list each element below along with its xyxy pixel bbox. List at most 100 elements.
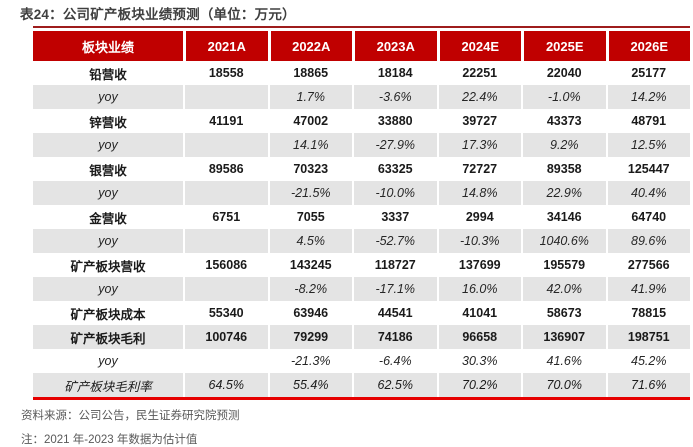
row-label: yoy xyxy=(33,85,183,109)
table-row: yoy 4.5% -52.7% -10.3% 1040.6% 89.6% xyxy=(33,229,690,253)
cell-value: 70.2% xyxy=(438,373,521,397)
cell-value: 195579 xyxy=(523,253,606,277)
cell-value: 136907 xyxy=(523,325,606,349)
table-row: 矿产板块成本 55340 63946 44541 41041 58673 78815 xyxy=(33,301,690,325)
cell-value: 34146 xyxy=(523,205,606,229)
cell-value: 58673 xyxy=(523,301,606,325)
cell-value: 18558 xyxy=(185,61,268,85)
cell-value: 44541 xyxy=(354,301,437,325)
cell-value: 1.7% xyxy=(269,85,352,109)
header-year-2021A: 2021A xyxy=(186,31,268,61)
cell-value: 7055 xyxy=(269,205,352,229)
cell-value: -21.5% xyxy=(269,181,352,205)
cell-value: 41041 xyxy=(438,301,521,325)
cell-value: 78815 xyxy=(607,301,690,325)
table-row: 银营收 89586 70323 63325 72727 89358 125447 xyxy=(33,157,690,181)
cell-value: 14.2% xyxy=(607,85,690,109)
cell-value: -27.9% xyxy=(354,133,437,157)
table-header-row: 板块业绩 2021A 2022A 2023A 2024E 2025E 2026E xyxy=(33,31,690,61)
cell-value: 6751 xyxy=(185,205,268,229)
cell-value: 96658 xyxy=(438,325,521,349)
cell-value: 40.4% xyxy=(607,181,690,205)
table-row: 矿产板块毛利率 64.5% 55.4% 62.5% 70.2% 70.0% 71.6% xyxy=(33,373,690,397)
cell-value: 2994 xyxy=(438,205,521,229)
cell-value: 9.2% xyxy=(523,133,606,157)
cell-value: 89586 xyxy=(185,157,268,181)
header-year-2022A: 2022A xyxy=(270,31,352,61)
row-label: yoy xyxy=(33,349,183,373)
cell-value: 62.5% xyxy=(354,373,437,397)
cell-value: 63325 xyxy=(354,157,437,181)
cell-value: 41191 xyxy=(185,109,268,133)
page-title: 表24：公司矿产板块业绩预测（单位：万元） xyxy=(20,7,296,22)
forecast-table: 板块业绩 2021A 2022A 2023A 2024E 2025E 2026E 铅营收 18… xyxy=(33,26,690,400)
cell-value: 277566 xyxy=(607,253,690,277)
header-year-2024E: 2024E xyxy=(439,31,521,61)
cell-value: 156086 xyxy=(185,253,268,277)
footnote: 注：2021 年-2023 年数据为估计值 xyxy=(21,434,198,446)
cell-value: 118727 xyxy=(354,253,437,277)
cell-value: 14.1% xyxy=(269,133,352,157)
cell-value: 45.2% xyxy=(607,349,690,373)
cell-value: 18184 xyxy=(354,61,437,85)
table-row: 锌营收 41191 47002 33880 39727 43373 48791 xyxy=(33,109,690,133)
cell-value: 79299 xyxy=(269,325,352,349)
cell-value: 43373 xyxy=(523,109,606,133)
cell-value: 14.8% xyxy=(438,181,521,205)
cell-value: 22040 xyxy=(523,61,606,85)
cell-value: 143245 xyxy=(269,253,352,277)
cell-value: 42.0% xyxy=(523,277,606,301)
row-label: 锌营收 xyxy=(33,109,183,133)
source-note: 资料来源：公司公告，民生证券研究院预测 xyxy=(21,410,240,422)
cell-value xyxy=(185,133,268,157)
cell-value xyxy=(185,349,268,373)
cell-value: 198751 xyxy=(607,325,690,349)
row-label: yoy xyxy=(33,229,183,253)
cell-value: 30.3% xyxy=(438,349,521,373)
cell-value: 22.9% xyxy=(523,181,606,205)
cell-value: -10.0% xyxy=(354,181,437,205)
header-year-2023A: 2023A xyxy=(355,31,437,61)
cell-value: 12.5% xyxy=(607,133,690,157)
row-label: 金营收 xyxy=(33,205,183,229)
cell-value: 64.5% xyxy=(185,373,268,397)
row-label: yoy xyxy=(33,181,183,205)
cell-value: 16.0% xyxy=(438,277,521,301)
row-label: 矿产板块毛利率 xyxy=(33,373,183,397)
cell-value: 4.5% xyxy=(269,229,352,253)
cell-value: 22.4% xyxy=(438,85,521,109)
table-row: yoy -21.3% -6.4% 30.3% 41.6% 45.2% xyxy=(33,349,690,373)
header-metric-column: 板块业绩 xyxy=(33,31,183,61)
cell-value: -52.7% xyxy=(354,229,437,253)
cell-value: 18865 xyxy=(269,61,352,85)
cell-value: 74186 xyxy=(354,325,437,349)
header-year-2026E: 2026E xyxy=(608,31,690,61)
header-year-2025E: 2025E xyxy=(524,31,606,61)
table-bottom-rule xyxy=(33,397,690,400)
cell-value: 89358 xyxy=(523,157,606,181)
cell-value: 17.3% xyxy=(438,133,521,157)
cell-value: 137699 xyxy=(438,253,521,277)
cell-value: 41.9% xyxy=(607,277,690,301)
row-label: yoy xyxy=(33,133,183,157)
table-body: 铅营收 18558 18865 18184 22251 22040 25177 yoy 1.7%… xyxy=(33,61,690,397)
row-label: yoy xyxy=(33,277,183,301)
table-row: yoy 1.7% -3.6% 22.4% -1.0% 14.2% xyxy=(33,85,690,109)
cell-value: 48791 xyxy=(607,109,690,133)
table-row: 铅营收 18558 18865 18184 22251 22040 25177 xyxy=(33,61,690,85)
cell-value: 41.6% xyxy=(523,349,606,373)
cell-value: 89.6% xyxy=(607,229,690,253)
table-row: yoy -8.2% -17.1% 16.0% 42.0% 41.9% xyxy=(33,277,690,301)
cell-value: 71.6% xyxy=(607,373,690,397)
cell-value: 33880 xyxy=(354,109,437,133)
cell-value: 39727 xyxy=(438,109,521,133)
cell-value: 72727 xyxy=(438,157,521,181)
cell-value xyxy=(185,229,268,253)
cell-value: 100746 xyxy=(185,325,268,349)
row-label: 矿产板块营收 xyxy=(33,253,183,277)
cell-value: -17.1% xyxy=(354,277,437,301)
cell-value: 3337 xyxy=(354,205,437,229)
row-label: 铅营收 xyxy=(33,61,183,85)
row-label: 银营收 xyxy=(33,157,183,181)
cell-value: 63946 xyxy=(269,301,352,325)
